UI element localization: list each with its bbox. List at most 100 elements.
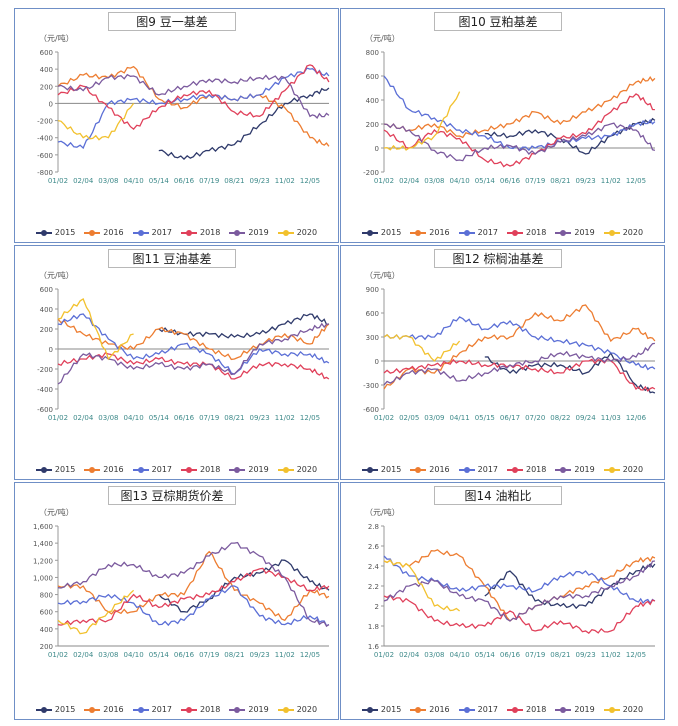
legend-label: 2018 (526, 705, 547, 714)
series-line-2017 (57, 67, 330, 150)
y-tick-label: -200 (37, 366, 53, 374)
y-tick-label: 600 (40, 286, 53, 294)
x-tick-label: 06/16 (500, 651, 521, 659)
x-tick-label: 02/04 (73, 414, 94, 422)
series-line-2018 (383, 594, 656, 635)
legend-item: 2020 (277, 228, 318, 237)
legend-label: 2019 (574, 228, 595, 237)
series-line-2017 (57, 585, 330, 627)
legend-marker-icon (84, 466, 101, 473)
series-line-2016 (57, 550, 330, 622)
x-tick-label: 09/24 (576, 414, 597, 422)
unit-label: （元/吨） (39, 271, 74, 280)
unit-label: （元/吨） (365, 271, 400, 280)
x-tick-label: 06/17 (500, 414, 520, 422)
x-tick-label: 12/05 (300, 414, 320, 422)
legend-item: 2020 (603, 705, 644, 714)
legend-label: 2017 (151, 228, 172, 237)
x-tick-label: 06/16 (174, 414, 195, 422)
legend-label: 2016 (429, 228, 450, 237)
y-tick-label: 300 (366, 334, 379, 342)
legend-item: 2015 (35, 705, 76, 714)
x-tick-label: 07/19 (199, 177, 219, 185)
legend-label: 2018 (526, 465, 547, 474)
unit-label: （元/吨） (39, 34, 74, 43)
x-tick-label: 08/21 (224, 651, 244, 659)
y-tick-label: 0 (49, 100, 53, 108)
chart-panel: 图9 豆一基差 （元/吨） 600 400 200 0 -200 -400 -600 -800 01… (14, 8, 339, 243)
x-tick-label: 11/02 (275, 651, 295, 659)
legend-item: 2020 (603, 465, 643, 474)
x-tick-label: 05/14 (475, 177, 496, 185)
series-line-2015 (158, 559, 330, 613)
legend-marker-icon (277, 466, 294, 473)
legend-marker-icon (410, 466, 427, 473)
legend-item: 2015 (361, 705, 402, 714)
series-line-2020 (57, 298, 134, 361)
x-tick-label: 04/10 (124, 177, 144, 185)
y-tick-label: 400 (40, 66, 53, 74)
legend-marker-icon (181, 229, 197, 236)
x-tick-label: 08/21 (224, 177, 244, 185)
legend-item: 2015 (361, 465, 402, 474)
series-line-2017 (383, 555, 656, 605)
series-line-2020 (383, 334, 461, 362)
legend-label: 2019 (574, 465, 595, 474)
y-tick-label: 800 (366, 49, 379, 57)
legend-item: 2017 (458, 228, 498, 237)
y-tick-label: 2 (375, 603, 379, 611)
x-tick-label: 05/14 (149, 177, 170, 185)
legend-label: 2015 (380, 465, 402, 474)
legend-label: 2015 (54, 705, 76, 714)
legend-item: 2017 (132, 705, 172, 714)
legend-label: 2020 (296, 228, 318, 237)
legend-marker-icon (458, 466, 475, 473)
legend-marker-icon (35, 466, 52, 473)
legend-item: 2017 (132, 465, 172, 474)
legend-item: 2019 (229, 465, 269, 474)
legend-marker-icon (507, 466, 523, 473)
x-tick-label: 05/15 (475, 414, 495, 422)
legend-marker-icon (361, 706, 378, 713)
chart-panel: 图13 豆棕期货价差 （元/吨） 1,600 1,400 1,200 1,000 800 60… (14, 482, 339, 720)
x-tick-label: 05/14 (149, 414, 170, 422)
legend-label: 2015 (380, 228, 402, 237)
y-tick-label: 400 (40, 626, 53, 634)
y-tick-label: -200 (363, 169, 379, 177)
x-tick-label: 09/23 (576, 177, 596, 185)
legend-label: 2015 (380, 705, 402, 714)
y-tick-label: 1,400 (33, 540, 53, 548)
chart-panel: 图14 油粕比 （元/吨） 2.8 2.6 2.4 2.2 2 1.8 1.6 01/02 02/0… (340, 482, 665, 720)
legend-marker-icon (555, 229, 572, 236)
y-tick-label: 2.4 (368, 563, 380, 571)
legend-marker-icon (277, 229, 294, 236)
x-tick-label: 05/14 (475, 651, 496, 659)
x-tick-label: 08/22 (550, 414, 570, 422)
legend-item: 2018 (181, 228, 220, 237)
y-tick-label: 200 (366, 121, 379, 129)
x-tick-label: 09/23 (576, 651, 596, 659)
legend-item: 2019 (555, 228, 595, 237)
legend-marker-icon (603, 229, 620, 236)
x-tick-label: 03/08 (98, 414, 118, 422)
unit-label: （元/吨） (39, 508, 74, 517)
legend: 2015 2016 2017 2018 2019 2020 (15, 705, 338, 714)
x-tick-label: 11/02 (601, 651, 621, 659)
legend-label: 2020 (622, 705, 644, 714)
y-tick-label: 1,600 (33, 523, 53, 531)
x-tick-label: 08/21 (550, 177, 570, 185)
x-tick-label: 01/02 (48, 177, 68, 185)
unit-label: （元/吨） (365, 508, 400, 517)
legend-marker-icon (458, 706, 475, 713)
x-tick-label: 07/20 (525, 414, 545, 422)
legend-label: 2017 (151, 465, 172, 474)
legend-marker-icon (507, 706, 523, 713)
legend-marker-icon (277, 706, 294, 713)
x-tick-label: 03/08 (424, 651, 444, 659)
x-tick-label: 03/08 (98, 177, 118, 185)
legend-label: 2016 (103, 228, 124, 237)
